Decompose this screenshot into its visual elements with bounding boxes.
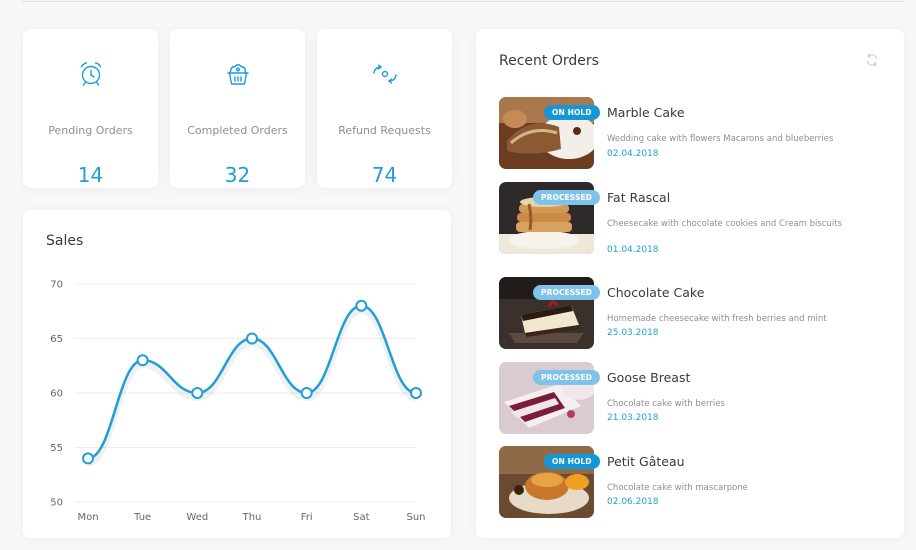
order-item-marble-cake[interactable]: ON HOLD Marble Cake Wedding cake with fl… bbox=[499, 97, 889, 169]
refund-arrows-icon bbox=[317, 60, 452, 90]
order-item-fat-rascal[interactable]: PROCESSED Fat Rascal Cheesecake with cho… bbox=[499, 182, 889, 255]
data-point bbox=[136, 354, 149, 367]
stat-label: Completed Orders bbox=[187, 124, 288, 137]
x-tick-label: Sun bbox=[406, 512, 425, 523]
cupcake-basket-icon bbox=[170, 60, 305, 90]
order-date: 02.04.2018 bbox=[607, 149, 659, 159]
data-point bbox=[410, 387, 422, 399]
y-tick-label: 55 bbox=[50, 443, 63, 454]
recent-orders-card: Recent Orders ON HOLD Marble Cake Weddin… bbox=[476, 29, 904, 538]
order-item-goose-breast[interactable]: PROCESSED Goose Breast Chocolate cake wi… bbox=[499, 362, 889, 434]
x-tick-label: Mon bbox=[77, 512, 98, 523]
sales-title: Sales bbox=[46, 233, 84, 249]
order-date: 01.04.2018 bbox=[607, 245, 659, 255]
x-tick-label: Tue bbox=[133, 512, 151, 523]
alarm-clock-icon bbox=[23, 60, 158, 90]
status-badge: ON HOLD bbox=[544, 105, 600, 120]
order-description: Homemade cheesecake with fresh berries a… bbox=[607, 314, 827, 324]
status-badge: PROCESSED bbox=[533, 285, 600, 300]
data-point bbox=[355, 299, 368, 312]
order-name: Goose Breast bbox=[607, 370, 691, 385]
y-tick-label: 70 bbox=[50, 280, 63, 291]
order-name: Chocolate Cake bbox=[607, 285, 705, 300]
order-description: Wedding cake with flowers Macarons and b… bbox=[607, 134, 834, 144]
status-badge: ON HOLD bbox=[544, 454, 600, 469]
order-description: Chocolate cake with berries bbox=[607, 399, 725, 409]
x-tick-label: Wed bbox=[186, 512, 208, 523]
order-item-petit-gateau[interactable]: ON HOLD Petit Gâteau Chocolate cake with… bbox=[499, 446, 889, 518]
status-badge: PROCESSED bbox=[533, 370, 600, 385]
order-name: Petit Gâteau bbox=[607, 454, 685, 469]
order-name: Fat Rascal bbox=[607, 190, 671, 205]
sales-card: Sales 50 55 60 65 70 Mon Tue Wed Thu Fri Sat Sun bbox=[23, 210, 451, 538]
order-description: Chocolate cake with mascarpone bbox=[607, 483, 748, 493]
y-tick-label: 60 bbox=[50, 389, 63, 400]
stat-value: 74 bbox=[371, 163, 398, 187]
sales-line-chart: 50 55 60 65 70 Mon Tue Wed Thu Fri Sat Sun bbox=[50, 280, 425, 524]
y-tick-label: 65 bbox=[50, 334, 63, 345]
order-date: 02.06.2018 bbox=[607, 497, 659, 507]
series-line bbox=[87, 304, 417, 460]
stat-value: 32 bbox=[224, 163, 251, 187]
order-date: 25.03.2018 bbox=[607, 328, 659, 338]
top-divider bbox=[22, 0, 904, 2]
stat-card-pending[interactable]: Pending Orders 14 bbox=[23, 29, 158, 188]
stat-card-completed[interactable]: Completed Orders 32 bbox=[170, 29, 305, 188]
refresh-icon[interactable] bbox=[865, 53, 879, 67]
status-badge: PROCESSED bbox=[533, 190, 600, 205]
recent-orders-title: Recent Orders bbox=[499, 53, 599, 69]
stat-label: Refund Requests bbox=[338, 124, 431, 137]
stat-card-refund[interactable]: Refund Requests 74 bbox=[317, 29, 452, 188]
y-tick-label: 50 bbox=[50, 498, 63, 509]
data-point bbox=[300, 387, 313, 399]
order-description: Cheesecake with chocolate cookies and Cr… bbox=[607, 219, 843, 229]
order-item-chocolate-cake[interactable]: PROCESSED Chocolate Cake Homemade cheese… bbox=[499, 277, 889, 349]
data-point bbox=[246, 332, 258, 345]
order-date: 21.03.2018 bbox=[607, 413, 659, 423]
x-tick-label: Sat bbox=[353, 512, 369, 523]
x-tick-label: Thu bbox=[242, 512, 262, 523]
stat-value: 14 bbox=[77, 163, 104, 187]
x-tick-label: Fri bbox=[301, 512, 313, 523]
data-point bbox=[82, 452, 94, 465]
data-point bbox=[191, 387, 204, 399]
order-name: Marble Cake bbox=[607, 105, 685, 120]
stat-label: Pending Orders bbox=[48, 124, 133, 137]
